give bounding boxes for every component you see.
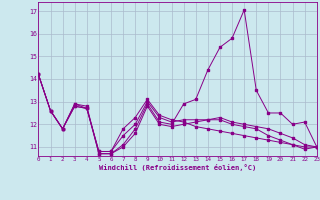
X-axis label: Windchill (Refroidissement éolien,°C): Windchill (Refroidissement éolien,°C) xyxy=(99,164,256,171)
